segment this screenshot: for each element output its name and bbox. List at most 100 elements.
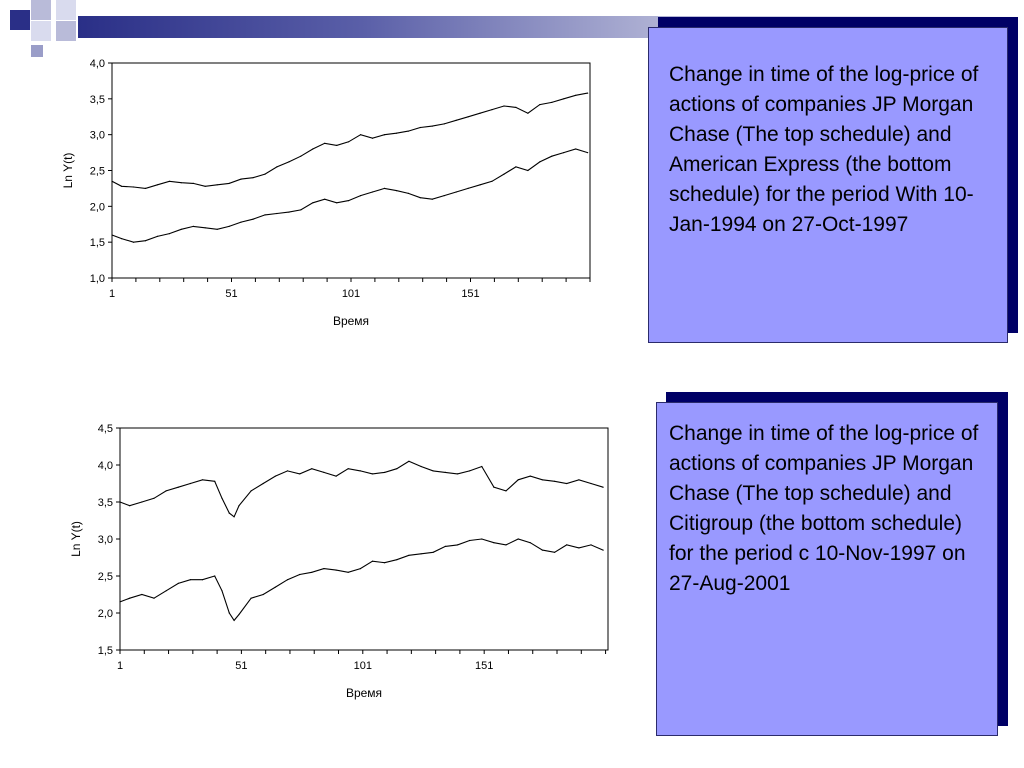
data-point xyxy=(168,180,170,182)
data-point xyxy=(180,228,182,230)
text-box-2: Change in time of the log-price of actio… xyxy=(656,402,998,736)
data-point xyxy=(517,538,519,540)
data-point xyxy=(240,178,242,180)
data-point xyxy=(132,186,135,188)
y-axis-label: Ln Y(t) xyxy=(61,153,75,189)
data-point xyxy=(336,202,338,204)
data-point xyxy=(432,470,434,472)
data-point xyxy=(563,98,565,100)
data-point xyxy=(204,185,206,187)
data-point xyxy=(590,482,592,485)
data-point xyxy=(541,549,543,551)
data-point xyxy=(168,233,170,235)
data-point xyxy=(119,501,121,503)
data-point xyxy=(431,198,433,200)
y-tick-label: 4,5 xyxy=(98,423,113,435)
data-point xyxy=(554,480,556,482)
data-point xyxy=(228,225,230,227)
data-point xyxy=(420,553,422,555)
data-point xyxy=(347,468,349,470)
data-point xyxy=(587,152,589,154)
data-point xyxy=(383,134,386,136)
data-point xyxy=(408,554,410,556)
data-point xyxy=(264,214,266,216)
data-point xyxy=(396,468,398,470)
data-point xyxy=(481,465,483,468)
data-point xyxy=(431,125,433,127)
data-point xyxy=(240,221,242,223)
data-point xyxy=(456,544,459,546)
data-point xyxy=(602,549,604,551)
data-point xyxy=(590,544,592,546)
data-point xyxy=(299,473,301,475)
data-point xyxy=(563,152,565,154)
data-point xyxy=(407,192,409,194)
data-point xyxy=(444,545,446,547)
data-point xyxy=(201,579,204,581)
data-point xyxy=(324,198,326,200)
x-axis-label: Время xyxy=(346,686,382,700)
corner-square xyxy=(31,21,51,41)
data-point xyxy=(201,479,204,481)
data-point xyxy=(479,184,481,186)
data-point xyxy=(129,597,131,599)
data-point xyxy=(493,486,495,488)
data-point xyxy=(455,119,457,121)
data-point xyxy=(419,197,421,199)
data-point xyxy=(551,101,553,103)
data-point xyxy=(111,180,113,182)
data-point xyxy=(323,568,325,570)
x-axis-label: Время xyxy=(333,314,369,328)
data-point xyxy=(324,142,326,144)
data-point xyxy=(132,241,135,243)
data-point xyxy=(233,619,235,621)
data-point xyxy=(299,573,301,576)
data-point xyxy=(288,161,290,163)
data-point xyxy=(395,132,397,134)
data-point xyxy=(141,593,143,596)
y-tick-label: 2,5 xyxy=(90,166,105,178)
y-tick-label: 3,5 xyxy=(90,94,105,106)
data-point xyxy=(408,460,410,462)
data-point xyxy=(566,482,568,485)
data-point xyxy=(165,590,167,592)
x-tick-label: 151 xyxy=(461,288,479,300)
data-point xyxy=(228,612,230,614)
data-point xyxy=(252,218,254,220)
data-point xyxy=(491,109,493,111)
x-tick-label: 51 xyxy=(225,288,237,300)
data-point xyxy=(539,104,541,106)
corner-square xyxy=(31,0,51,20)
data-point xyxy=(348,200,350,202)
corner-square xyxy=(10,10,30,30)
data-point xyxy=(111,234,113,236)
data-point xyxy=(336,144,338,146)
data-point xyxy=(529,475,531,477)
data-point xyxy=(443,195,445,197)
data-point xyxy=(286,579,289,581)
data-point xyxy=(192,225,194,227)
data-point xyxy=(515,166,517,168)
data-point xyxy=(587,92,589,94)
text-box-1-text: Change in time of the log-price of actio… xyxy=(669,63,979,236)
data-point xyxy=(469,470,471,472)
data-point xyxy=(311,468,313,470)
data-point xyxy=(396,559,398,561)
data-point xyxy=(153,497,155,499)
data-point xyxy=(335,475,337,477)
data-point xyxy=(238,613,240,616)
data-point xyxy=(505,490,507,492)
data-point xyxy=(541,479,543,481)
data-point xyxy=(575,148,577,150)
data-point xyxy=(407,130,409,132)
data-point xyxy=(360,195,362,197)
data-point xyxy=(189,482,191,485)
data-point xyxy=(455,191,457,193)
y-tick-label: 4,0 xyxy=(90,58,105,70)
data-point xyxy=(276,212,278,215)
data-point xyxy=(359,470,361,472)
data-point xyxy=(165,490,167,492)
y-tick-label: 4,0 xyxy=(98,460,113,472)
data-point xyxy=(420,465,422,468)
data-point xyxy=(228,512,230,514)
